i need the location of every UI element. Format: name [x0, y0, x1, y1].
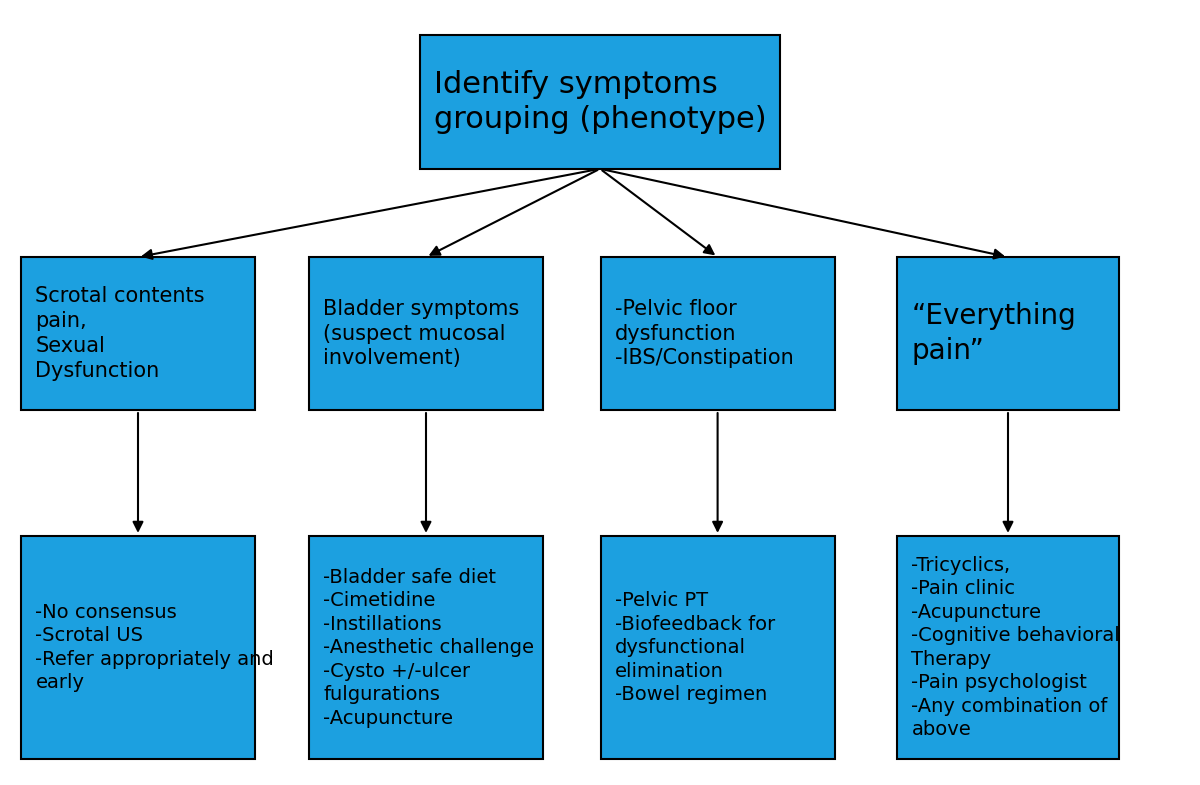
Text: -Bladder safe diet
-Cimetidine
-Instillations
-Anesthetic challenge
-Cysto +/-ul: -Bladder safe diet -Cimetidine -Instilla… [324, 568, 534, 728]
Text: -No consensus
-Scrotal US
-Refer appropriately and
early: -No consensus -Scrotal US -Refer appropr… [36, 603, 274, 692]
Text: -Pelvic PT
-Biofeedback for
dysfunctional
elimination
-Bowel regimen: -Pelvic PT -Biofeedback for dysfunctiona… [616, 591, 775, 704]
FancyBboxPatch shape [600, 257, 835, 411]
Text: -Pelvic floor
dysfunction
-IBS/Constipation: -Pelvic floor dysfunction -IBS/Constipat… [616, 299, 793, 368]
FancyBboxPatch shape [420, 35, 780, 169]
Text: -Tricyclics,
-Pain clinic
-Acupuncture
-Cognitive behavioral
Therapy
-Pain psych: -Tricyclics, -Pain clinic -Acupuncture -… [912, 556, 1120, 739]
FancyBboxPatch shape [308, 535, 542, 760]
Text: “Everything
pain”: “Everything pain” [912, 302, 1076, 365]
FancyBboxPatch shape [308, 257, 542, 411]
Text: Identify symptoms
grouping (phenotype): Identify symptoms grouping (phenotype) [434, 70, 767, 134]
FancyBboxPatch shape [896, 535, 1118, 760]
FancyBboxPatch shape [896, 257, 1118, 411]
FancyBboxPatch shape [22, 535, 256, 760]
Text: Scrotal contents
pain,
Sexual
Dysfunction: Scrotal contents pain, Sexual Dysfunctio… [36, 287, 205, 381]
FancyBboxPatch shape [600, 535, 835, 760]
FancyBboxPatch shape [22, 257, 256, 411]
Text: Bladder symptoms
(suspect mucosal
involvement): Bladder symptoms (suspect mucosal involv… [324, 299, 520, 368]
